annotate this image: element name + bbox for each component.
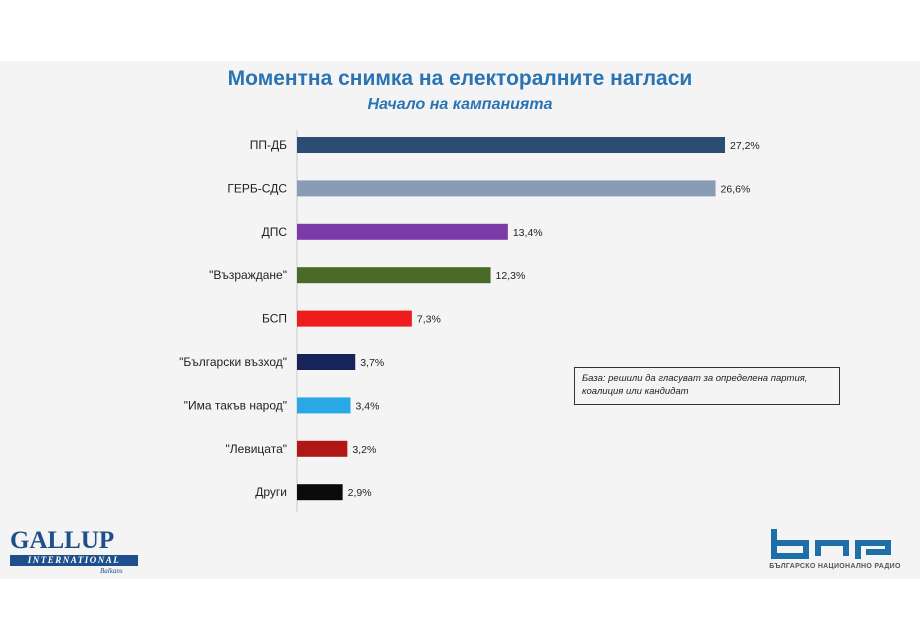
base-note-line-1: База: решили да гласуват за определена п… [582,373,808,384]
bar [297,440,348,457]
bnr-logo-letter-b [771,529,809,559]
value-label: 26,6% [721,183,751,195]
bnr-logo-letter-r [855,540,891,559]
bar [297,484,343,501]
value-label: 3,7% [360,357,384,369]
value-label: 3,4% [356,400,380,412]
category-label: ПП-ДБ [250,138,287,152]
value-label: 3,2% [352,444,376,456]
bar [297,180,716,197]
category-label: ДПС [262,225,288,239]
gallup-logo: GALLUP INTERNATIONAL Balkans [10,528,138,578]
value-label: 2,9% [348,487,372,499]
bnr-logo-letter-n [815,540,849,556]
category-label: ГЕРБ-СДС [227,181,287,195]
chart-subtitle: Начало на кампанията [367,96,553,113]
category-label: БСП [262,312,287,326]
category-label: "Левицата" [226,442,287,456]
value-label: 13,4% [513,227,543,239]
bar [297,267,491,284]
gallup-logo-sub: Balkans [100,567,123,575]
category-label: "Възраждане" [209,268,287,282]
bars-group: ПП-ДБ 27,2% ГЕРБ-СДС 26,6% ДПС 13,4% "Възражда… [179,137,760,501]
bar [297,223,508,240]
bar [297,397,351,414]
category-label: "Има такъв народ" [184,398,287,412]
bar [297,137,725,153]
bnr-logo: БЪЛГАРСКО НАЦИОНАЛНО РАДИО [760,526,910,578]
bar [297,354,356,370]
chart-title: Моментна снимка на електоралните нагласи [227,67,693,90]
value-label: 27,2% [730,140,760,152]
base-note: База: решили да гласуват за определена п… [574,367,840,405]
value-label: 7,3% [417,314,441,326]
gallup-logo-name: GALLUP [10,527,115,554]
bar [297,310,412,327]
bnr-logo-mark [771,529,891,559]
bnr-logo-text: БЪЛГАРСКО НАЦИОНАЛНО РАДИО [769,563,901,570]
value-label: 12,3% [496,270,526,282]
category-label: Други [255,485,287,499]
base-note-line-2: коалиция или кандидат [582,386,689,397]
category-label: "Български възход" [179,355,287,369]
gallup-logo-band: INTERNATIONAL [10,555,138,566]
